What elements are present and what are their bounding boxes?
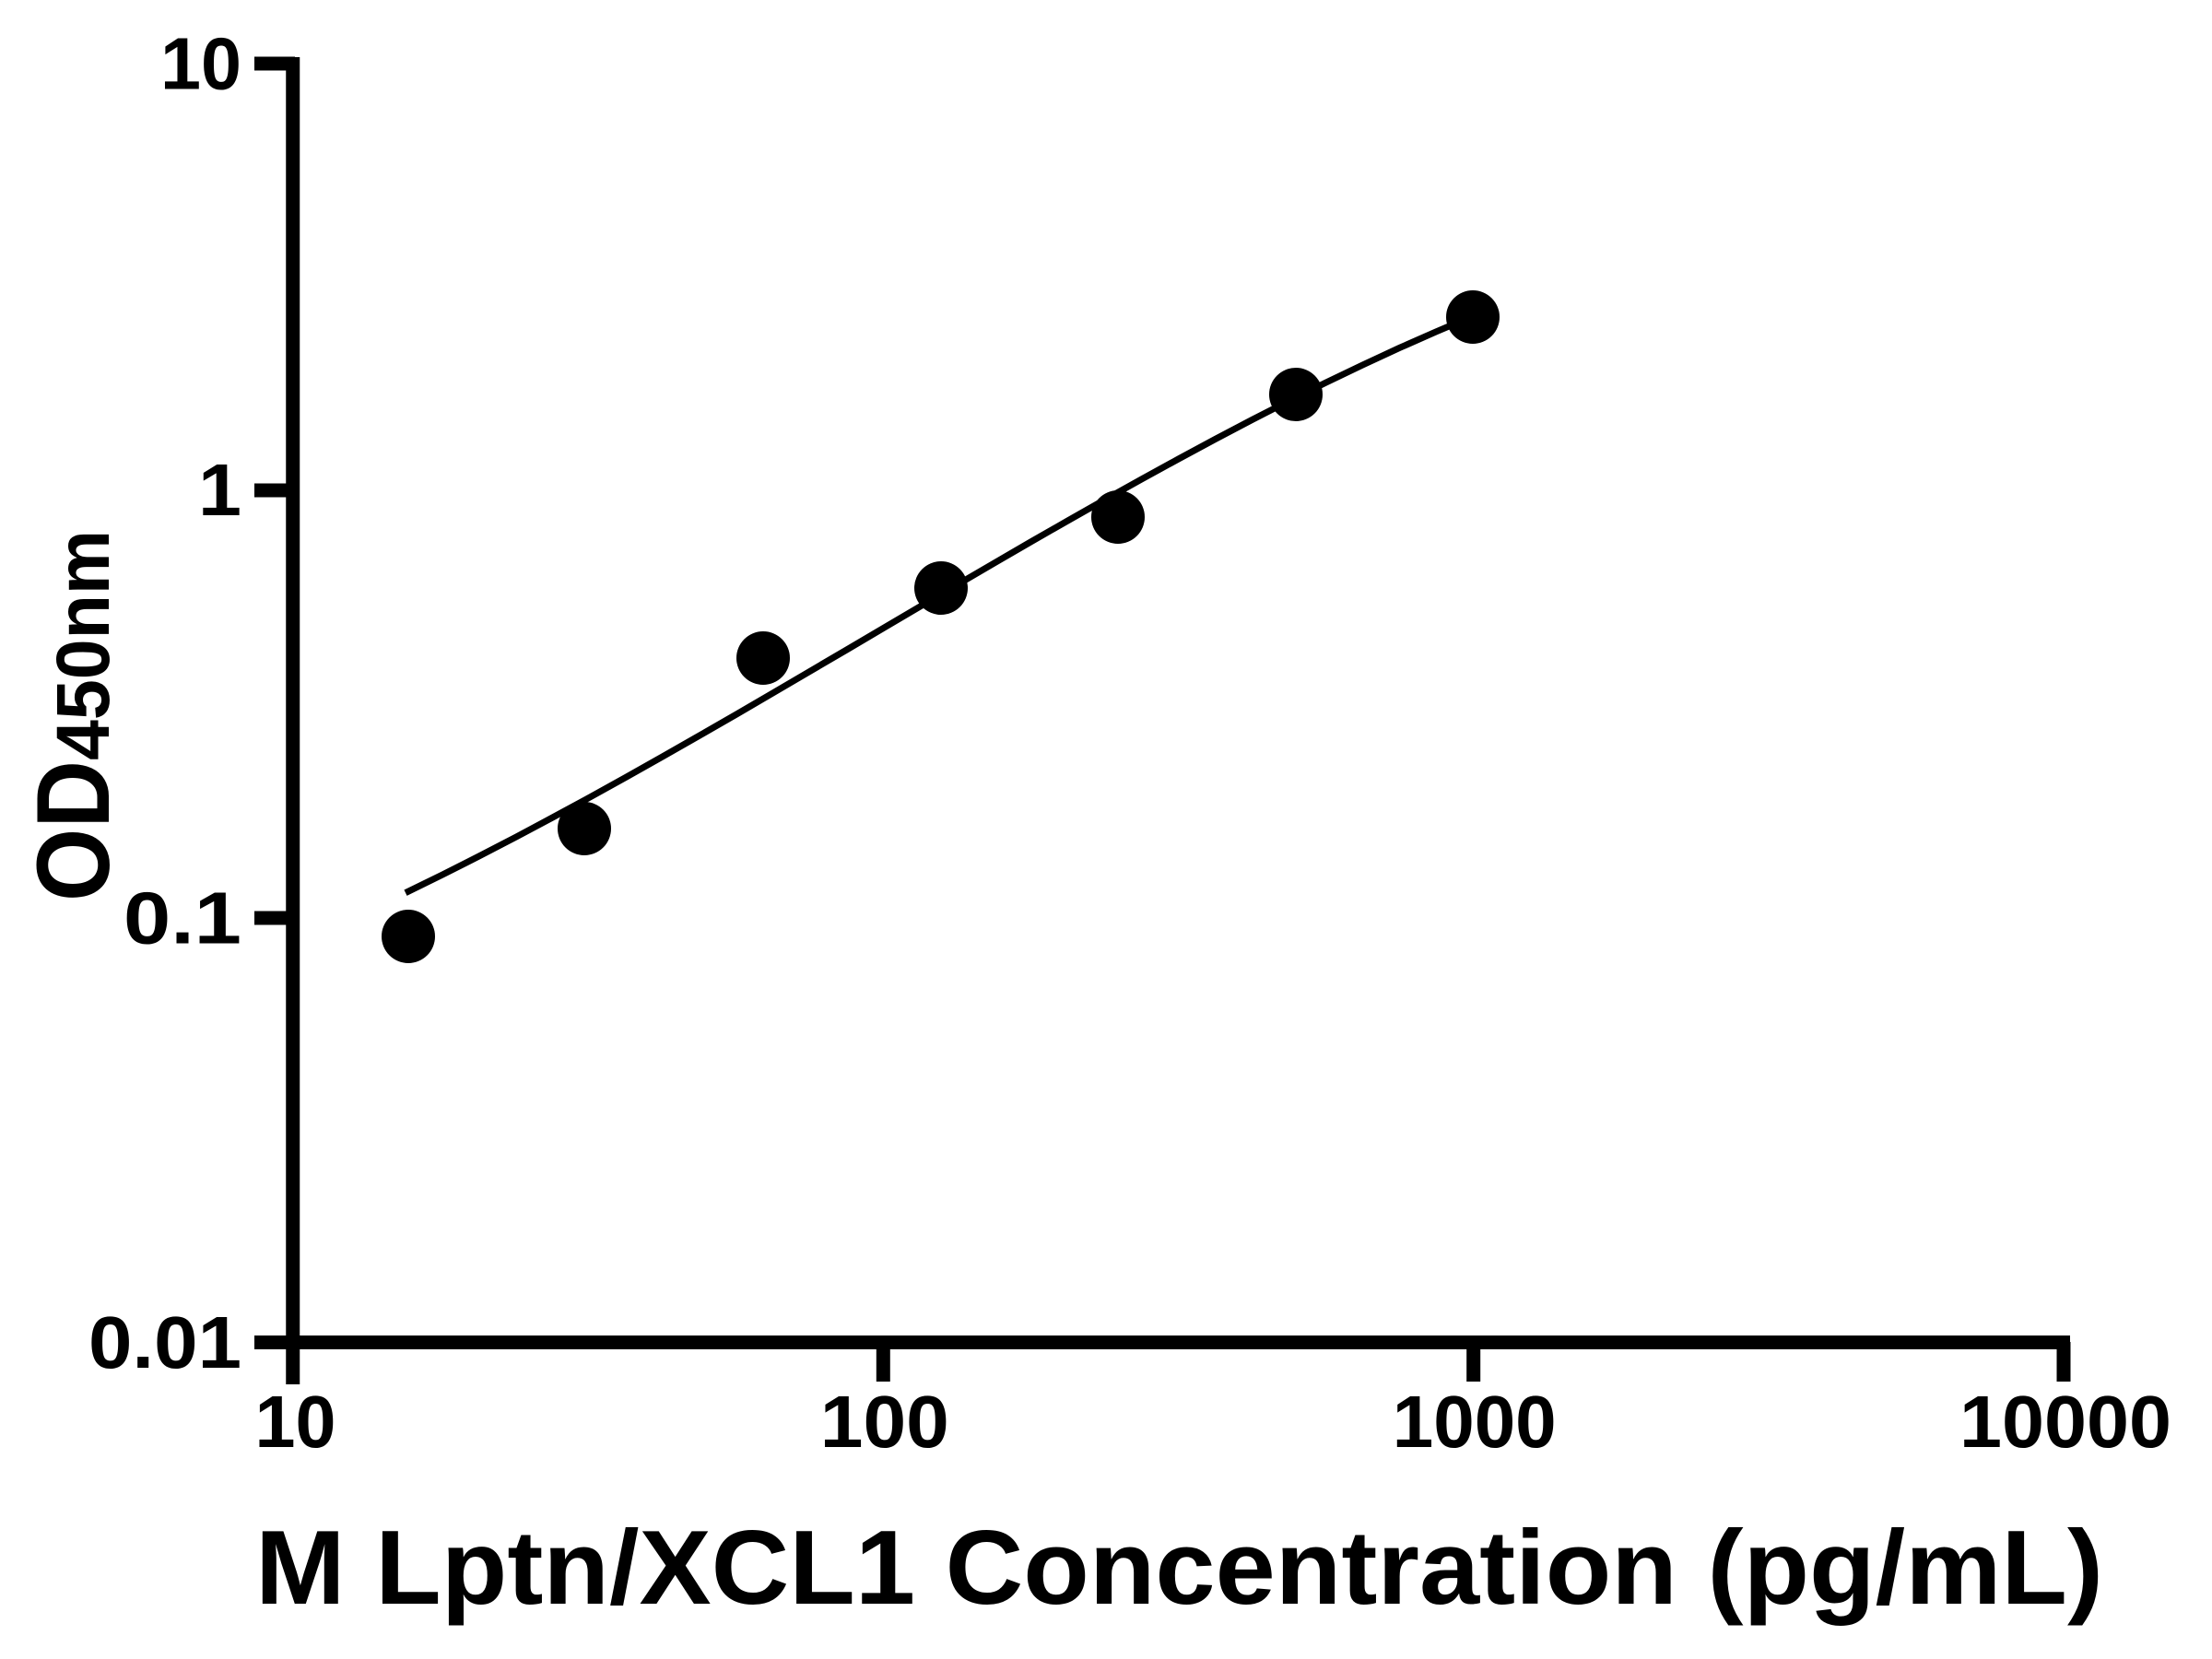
svg-text:OD450nm: OD450nm <box>16 530 131 901</box>
svg-text:1: 1 <box>198 449 241 531</box>
svg-text:10: 10 <box>160 23 241 105</box>
svg-text:100: 100 <box>820 1381 949 1463</box>
svg-text:0.01: 0.01 <box>88 1301 241 1383</box>
svg-text:10000: 10000 <box>1959 1381 2171 1463</box>
svg-text:10: 10 <box>255 1381 336 1463</box>
svg-text:M Lptn/XCL1 Concentration (pg/: M Lptn/XCL1 Concentration (pg/mL) <box>255 1510 2103 1627</box>
svg-text:0.1: 0.1 <box>124 877 241 959</box>
svg-text:1000: 1000 <box>1393 1381 1557 1463</box>
